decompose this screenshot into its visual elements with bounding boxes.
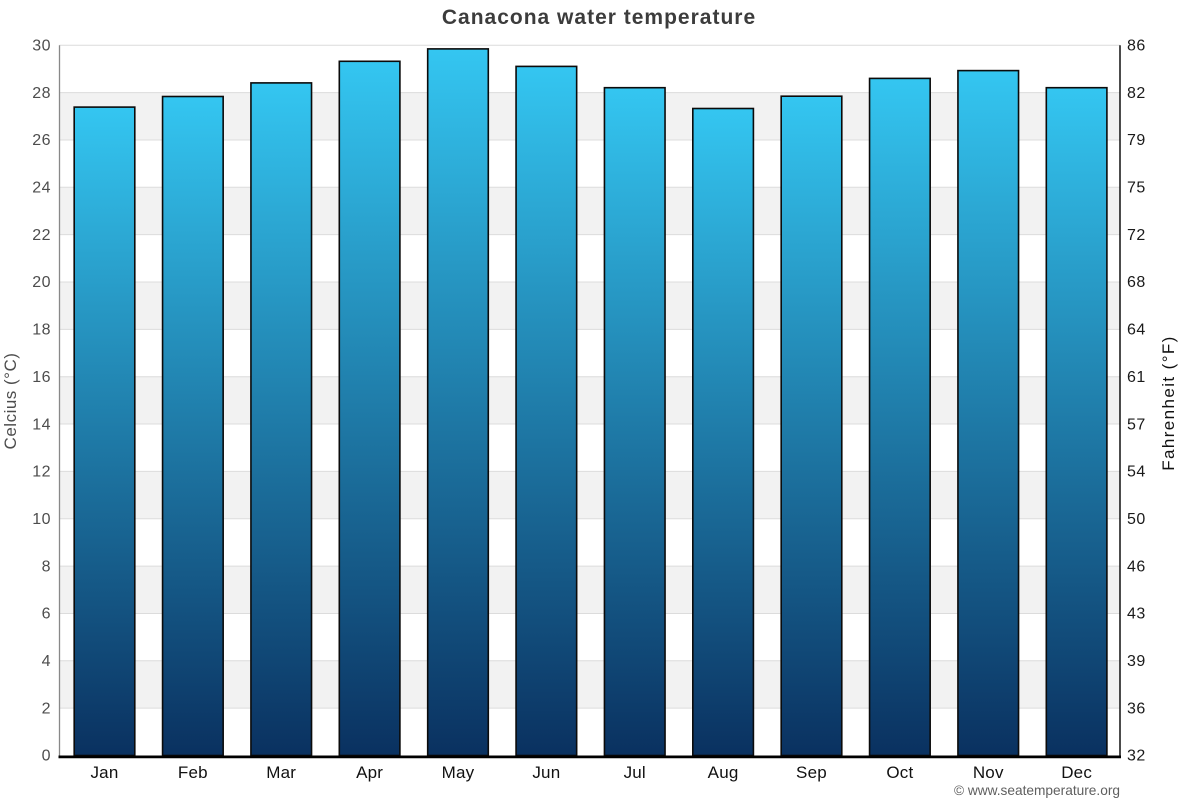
svg-text:64: 64 bbox=[1127, 322, 1146, 339]
svg-text:26: 26 bbox=[32, 132, 51, 149]
svg-text:75: 75 bbox=[1127, 180, 1146, 197]
svg-text:6: 6 bbox=[42, 606, 51, 623]
svg-text:4: 4 bbox=[42, 653, 51, 670]
svg-text:68: 68 bbox=[1127, 274, 1146, 291]
svg-text:May: May bbox=[442, 763, 475, 782]
svg-text:39: 39 bbox=[1127, 653, 1146, 670]
svg-text:Celcius (°C): Celcius (°C) bbox=[1, 353, 20, 450]
svg-text:Aug: Aug bbox=[708, 763, 739, 782]
svg-text:61: 61 bbox=[1127, 369, 1146, 386]
svg-text:Jan: Jan bbox=[90, 763, 118, 782]
svg-text:43: 43 bbox=[1127, 606, 1146, 623]
svg-text:12: 12 bbox=[32, 464, 51, 481]
svg-text:57: 57 bbox=[1127, 416, 1146, 433]
svg-text:0: 0 bbox=[42, 748, 51, 765]
svg-text:50: 50 bbox=[1127, 511, 1146, 528]
svg-text:22: 22 bbox=[32, 227, 51, 244]
svg-text:20: 20 bbox=[32, 274, 51, 291]
svg-text:72: 72 bbox=[1127, 227, 1146, 244]
svg-text:2: 2 bbox=[42, 700, 51, 717]
svg-text:30: 30 bbox=[32, 37, 51, 54]
svg-text:54: 54 bbox=[1127, 464, 1146, 481]
svg-text:79: 79 bbox=[1127, 132, 1146, 149]
svg-text:Jun: Jun bbox=[532, 763, 560, 782]
svg-text:Apr: Apr bbox=[356, 763, 383, 782]
svg-text:Jul: Jul bbox=[624, 763, 646, 782]
svg-text:18: 18 bbox=[32, 322, 51, 339]
svg-text:46: 46 bbox=[1127, 558, 1146, 575]
svg-text:Mar: Mar bbox=[266, 763, 296, 782]
svg-text:© www.seatemperature.org: © www.seatemperature.org bbox=[954, 783, 1120, 798]
svg-text:Oct: Oct bbox=[886, 763, 913, 782]
svg-text:Canacona water temperature: Canacona water temperature bbox=[442, 6, 756, 29]
svg-text:16: 16 bbox=[32, 369, 51, 386]
svg-text:10: 10 bbox=[32, 511, 51, 528]
svg-text:Feb: Feb bbox=[178, 763, 208, 782]
svg-text:28: 28 bbox=[32, 85, 51, 102]
svg-text:Sep: Sep bbox=[796, 763, 827, 782]
svg-text:Fahrenheit (°F): Fahrenheit (°F) bbox=[1159, 335, 1178, 471]
svg-text:8: 8 bbox=[42, 558, 51, 575]
svg-text:32: 32 bbox=[1127, 748, 1146, 765]
svg-text:36: 36 bbox=[1127, 700, 1146, 717]
svg-text:24: 24 bbox=[32, 180, 51, 197]
svg-text:82: 82 bbox=[1127, 85, 1146, 102]
svg-text:Nov: Nov bbox=[973, 763, 1004, 782]
svg-text:14: 14 bbox=[32, 416, 51, 433]
svg-text:86: 86 bbox=[1127, 37, 1146, 54]
svg-text:Dec: Dec bbox=[1061, 763, 1092, 782]
